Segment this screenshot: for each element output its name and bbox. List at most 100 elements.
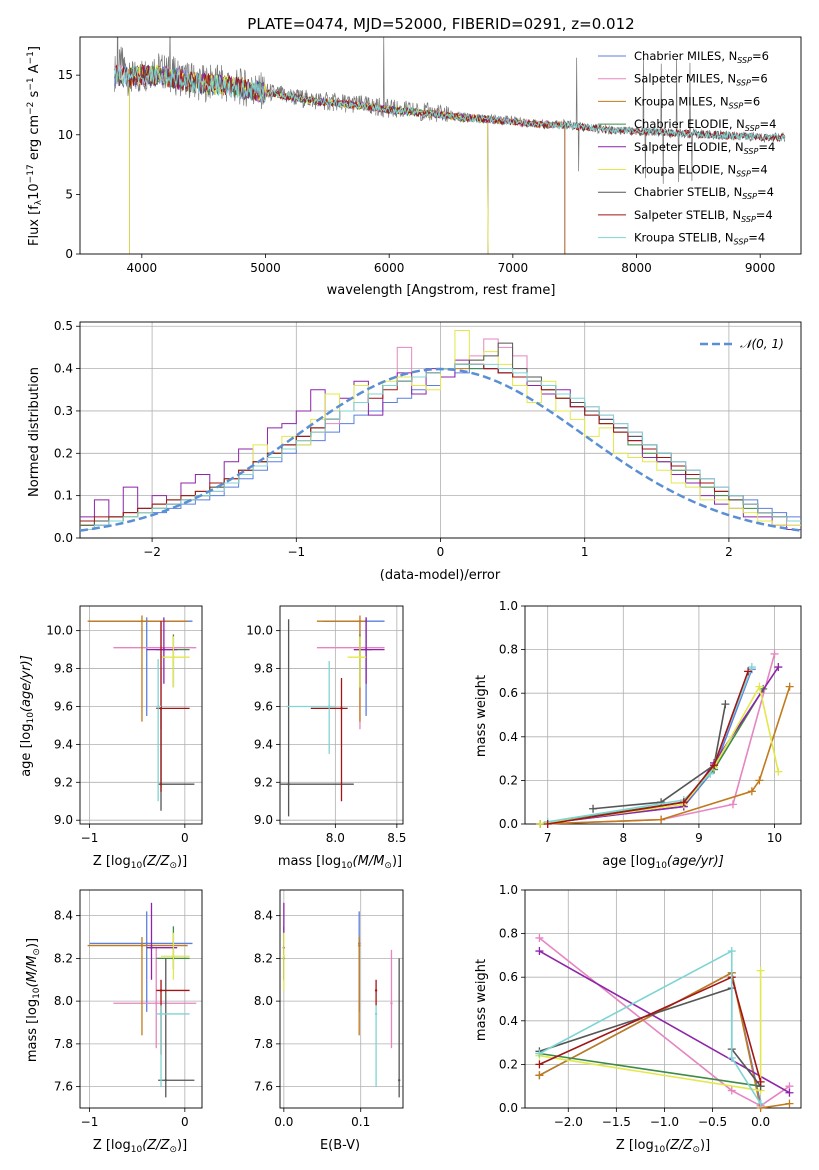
plus-marker — [535, 947, 544, 956]
y-tick-label: 0.4 — [54, 362, 73, 376]
data-point — [145, 942, 148, 945]
x-tick-label: 9000 — [745, 261, 776, 275]
plus-marker — [785, 1099, 794, 1108]
weight-vs-z-x-label: Z [log10(Z/Z⊙)] — [616, 1138, 710, 1155]
y-tick-label: 0.2 — [54, 446, 73, 460]
x-tick-label: 9 — [695, 831, 703, 845]
data-point — [364, 648, 368, 651]
x-tick-label: −1 — [81, 831, 99, 845]
y-tick-label: 10 — [58, 128, 73, 142]
mass-vs-ebv-x-label: E(B-V) — [320, 1138, 360, 1153]
axes-frame — [79, 605, 203, 825]
series-line — [539, 970, 762, 1092]
y-tick-label: 7.8 — [254, 1037, 273, 1051]
plus-marker — [535, 933, 544, 942]
weight-vs-age-x-label: age [log10(age/yr)] — [602, 854, 724, 871]
data-point — [140, 619, 144, 623]
y-tick-label: 9.6 — [254, 699, 273, 713]
axes-frame — [279, 605, 404, 825]
x-tick-label: −2.0 — [554, 1115, 583, 1129]
age-vs-mass-panel: 8.0 8.5 9.0 9.2 9.4 9.6 9.8 10.0 mass [log10(M/… — [246, 605, 406, 871]
x-tick-label: 0 — [181, 831, 189, 845]
y-tick-label: 7.8 — [54, 1037, 73, 1051]
y-tick-label: 0.0 — [499, 1101, 518, 1115]
y-tick-label: 10.0 — [246, 624, 273, 638]
mass-vs-ebv-panel: 0.0 0.1 7.6 7.8 8.0 8.2 8.4 E(B-V) — [254, 889, 404, 1153]
weight-vs-age-panel: 7 8 9 10 0.0 0.2 0.4 0.6 0.8 1.0 age [log10(age/y… — [474, 599, 802, 871]
x-tick-label: 6000 — [374, 261, 405, 275]
y-tick-label: 9.0 — [254, 813, 273, 827]
data-point — [156, 705, 160, 708]
data-point — [150, 946, 153, 949]
series-line — [539, 986, 762, 1087]
plus-marker — [770, 649, 779, 658]
x-tick-label: 0 — [437, 545, 445, 559]
age-vs-z-panel: −1 0 9.0 9.2 9.4 9.6 9.8 10.0 Z [log10(Z/Z⊙)] a… — [19, 605, 203, 871]
y-tick-label: 0.2 — [499, 1057, 518, 1071]
y-tick-label: 9.2 — [254, 775, 273, 789]
x-tick-label: −0.5 — [698, 1115, 727, 1129]
y-tick-label: 15 — [58, 68, 73, 82]
x-tick-label: 0 — [181, 1115, 189, 1129]
data-point — [172, 955, 175, 958]
data-point — [357, 944, 361, 947]
y-tick-label: 7.6 — [54, 1080, 73, 1094]
spectrum-panel: PLATE=0474, MJD=52000, FIBERID=0291, z=0… — [26, 15, 802, 298]
plus-marker — [721, 700, 730, 709]
spectrum-legend: Chabrier MILES, NSSP=6 Salpeter MILES, NS… — [598, 49, 776, 247]
legend-label: Chabrier MILES, NSSP=6 — [634, 49, 769, 65]
x-tick-label: 8000 — [621, 261, 652, 275]
x-tick-label: 0.0 — [274, 1115, 293, 1129]
y-tick-label: 0.6 — [499, 970, 518, 984]
data-point — [328, 705, 331, 708]
age-vs-mass-x-label: mass [log10(M/M⊙)] — [278, 854, 402, 871]
age-vs-z-plot-area: −1 0 9.0 9.2 9.4 9.6 9.8 10.0 — [46, 605, 203, 845]
legend-label: Kroupa MILES, NSSP=6 — [634, 94, 760, 110]
x-tick-label: 5000 — [250, 261, 281, 275]
y-tick-label: 8.0 — [54, 994, 73, 1008]
mass-vs-z-y-label: mass [log10(M/M⊙)] — [25, 938, 42, 1062]
weight-vs-age-plot-area: 7 8 9 10 0.0 0.2 0.4 0.6 0.8 1.0 — [499, 599, 802, 845]
plus-marker — [756, 966, 765, 975]
axes-frame — [279, 889, 404, 1109]
age-vs-z-x-label: Z [log10(Z/Z⊙)] — [93, 854, 187, 871]
data-point — [159, 1012, 163, 1016]
y-tick-label: 0.3 — [54, 404, 73, 418]
residuals-panel: −2 −1 0 1 2 0.0 0.1 0.2 0.3 0.4 0.5 𝒩(0, 1) (data-m… — [27, 319, 802, 583]
model-spectrum-line — [114, 65, 566, 254]
plus-marker — [710, 761, 719, 770]
series-line — [547, 671, 749, 825]
plus-marker — [755, 682, 764, 691]
residuals-y-label: Normed distribution — [27, 367, 42, 497]
data-point — [358, 655, 362, 659]
data-point — [358, 619, 362, 623]
residuals-x-label: (data-model)/error — [380, 568, 501, 583]
plus-marker — [728, 800, 737, 809]
y-tick-label: 1.0 — [499, 599, 518, 613]
data-point — [159, 989, 163, 992]
plus-marker — [535, 1049, 544, 1058]
plus-marker — [785, 1088, 794, 1097]
plus-marker — [657, 798, 666, 807]
mass-vs-z-plot-area: −1 0 7.6 7.8 8.0 8.2 8.4 — [54, 889, 203, 1129]
data-point — [155, 1002, 158, 1005]
x-tick-label: −1.0 — [650, 1115, 679, 1129]
plus-marker — [657, 815, 666, 824]
legend-label: Salpeter ELODIE, NSSP=4 — [634, 140, 775, 156]
y-tick-label: 9.8 — [254, 662, 273, 676]
y-tick-label: 9.4 — [254, 737, 273, 751]
data-point — [374, 989, 378, 992]
y-tick-label: 0.4 — [499, 730, 518, 744]
age-vs-z-y-label: age [log10(age/yr)] — [19, 655, 36, 777]
plus-marker — [756, 1099, 765, 1108]
weight-vs-z-panel: −2.0 −1.5 −1.0 −0.5 0.0 0.0 0.2 0.4 0.6 0.8 1.0 Z … — [474, 883, 802, 1155]
spectrum-x-label: wavelength [Angstrom, rest frame] — [327, 283, 556, 298]
x-tick-label: 8.0 — [326, 831, 345, 845]
plus-marker — [747, 787, 756, 796]
plus-marker — [543, 820, 552, 828]
age-vs-mass-plot-area: 8.0 8.5 9.0 9.2 9.4 9.6 9.8 10.0 — [246, 605, 406, 845]
y-tick-label: 0.1 — [54, 489, 73, 503]
y-tick-label: 0.5 — [54, 319, 73, 333]
data-point — [282, 955, 286, 958]
y-tick-label: 0.0 — [54, 531, 73, 545]
